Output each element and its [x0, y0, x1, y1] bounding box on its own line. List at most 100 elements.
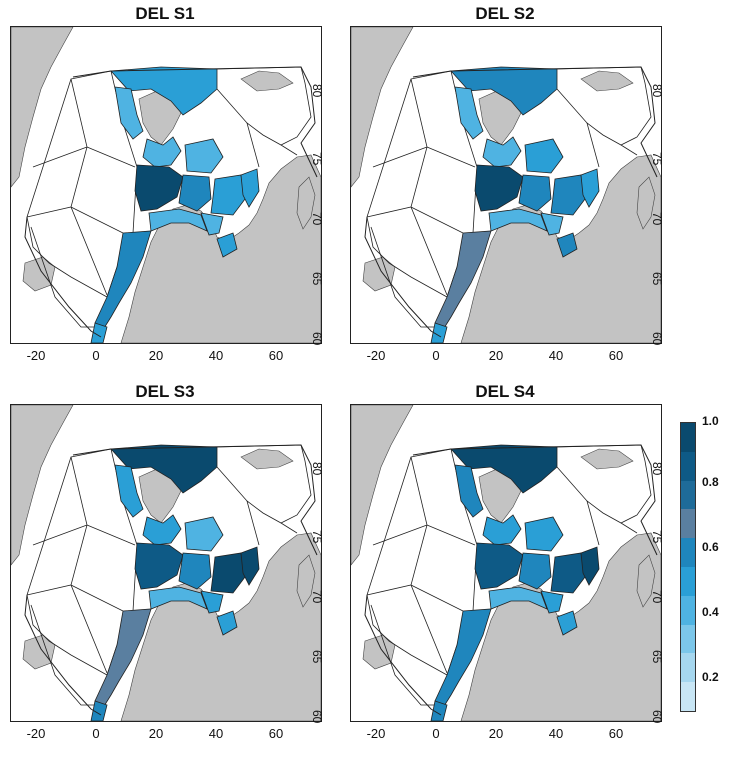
- legend-label: 1.0: [702, 414, 719, 428]
- legend-color-step: [681, 480, 695, 510]
- sea-area-region: [454, 86, 484, 140]
- study-region-outline: [72, 66, 318, 178]
- sea-area-region: [518, 174, 552, 212]
- y-tick: 65: [650, 272, 664, 286]
- sea-area-region: [474, 542, 524, 590]
- y-tick: 75: [310, 152, 324, 166]
- sea-area-region: [184, 516, 224, 552]
- sea-area-region: [142, 514, 182, 546]
- x-tick: 0: [92, 348, 100, 363]
- sea-area-region: [200, 590, 224, 614]
- legend-label: 0.4: [702, 605, 719, 619]
- x-tick: 0: [92, 726, 100, 741]
- sea-area-region: [148, 208, 208, 232]
- map-panel-s3: DEL S3 -20 0 20 40 60 60 65 70 75 80: [0, 382, 330, 752]
- sea-area-region: [482, 136, 522, 168]
- legend-color-step: [681, 538, 695, 567]
- sea-area-region: [580, 546, 600, 586]
- area-boundary: [426, 524, 476, 546]
- area-boundary: [280, 522, 298, 534]
- map-frame: [350, 404, 662, 722]
- legend-label: 0.8: [702, 475, 719, 489]
- panel-title: DEL S1: [135, 4, 195, 23]
- sea-area-region: [240, 546, 260, 586]
- sea-area-region: [134, 542, 184, 590]
- sea-area-region: [178, 174, 212, 212]
- region-map: [351, 27, 661, 343]
- sea-area-region: [178, 552, 212, 590]
- legend-color-bar: [680, 422, 696, 712]
- legend-color-step: [681, 567, 695, 596]
- legend-color-step: [681, 595, 695, 625]
- sea-area-region: [488, 208, 548, 232]
- study-region-outline: [364, 216, 442, 338]
- y-tick: 70: [310, 590, 324, 604]
- area-boundary: [70, 146, 124, 234]
- study-region-outline: [412, 444, 658, 556]
- sea-area-region: [184, 138, 224, 174]
- area-boundary: [556, 444, 652, 524]
- sea-area-region: [540, 590, 564, 614]
- sea-area-region: [454, 464, 484, 518]
- sea-area-region: [540, 212, 564, 236]
- area-boundary: [410, 524, 464, 612]
- sea-area-region: [524, 138, 564, 174]
- y-tick: 65: [310, 272, 324, 286]
- x-tick: -20: [26, 726, 46, 741]
- sea-area-region: [142, 136, 182, 168]
- area-boundary: [246, 500, 260, 546]
- sea-area-region: [240, 168, 260, 208]
- land-area: [296, 554, 316, 608]
- legend-label: 0.2: [702, 670, 719, 684]
- land-area: [11, 27, 74, 188]
- area-boundary: [216, 66, 312, 146]
- sea-area-region: [90, 700, 108, 721]
- study-region-outline: [72, 444, 318, 556]
- sea-area-region: [430, 322, 448, 343]
- region-map: [11, 27, 321, 343]
- panel-title: DEL S2: [475, 4, 535, 23]
- x-tick: 0: [432, 726, 440, 741]
- land-area: [636, 176, 656, 230]
- legend-label: 0.6: [702, 540, 719, 554]
- y-tick: 70: [650, 590, 664, 604]
- y-tick: 80: [650, 84, 664, 98]
- sea-area-region: [524, 516, 564, 552]
- sea-area-region: [434, 230, 492, 334]
- y-tick: 60: [310, 332, 324, 346]
- sea-area-region: [488, 586, 548, 610]
- x-tick: -20: [366, 726, 386, 741]
- land-area: [296, 176, 316, 230]
- sea-area-region: [110, 444, 218, 494]
- y-tick: 65: [650, 650, 664, 664]
- area-boundary: [586, 122, 600, 168]
- x-tick: 60: [268, 726, 284, 741]
- color-legend: 1.0 0.8 0.6 0.4 0.2: [680, 414, 730, 722]
- y-tick: 60: [650, 332, 664, 346]
- area-boundary: [70, 524, 124, 612]
- legend-color-step: [681, 682, 695, 711]
- sea-area-region: [556, 610, 578, 636]
- land-area: [351, 405, 414, 566]
- y-tick: 75: [650, 530, 664, 544]
- map-panel-s4: DEL S4 -20 0 20 40 60 60 65 70 75 80: [340, 382, 670, 752]
- x-tick: 20: [148, 726, 164, 741]
- panel-title: DEL S4: [475, 382, 535, 401]
- x-tick: 60: [608, 726, 624, 741]
- sea-area-region: [434, 608, 492, 712]
- study-region-outline: [24, 594, 102, 716]
- x-tick: 20: [488, 726, 504, 741]
- area-boundary: [620, 522, 638, 534]
- sea-area-region: [134, 164, 184, 212]
- sea-area-region: [430, 700, 448, 721]
- land-area: [351, 27, 414, 188]
- area-boundary: [586, 500, 600, 546]
- sea-area-region: [216, 610, 238, 636]
- sea-area-region: [216, 232, 238, 258]
- x-tick: -20: [366, 348, 386, 363]
- y-tick: 65: [310, 650, 324, 664]
- legend-color-step: [681, 423, 695, 452]
- region-map: [351, 405, 661, 721]
- area-boundary: [86, 524, 136, 546]
- y-tick: 70: [650, 212, 664, 226]
